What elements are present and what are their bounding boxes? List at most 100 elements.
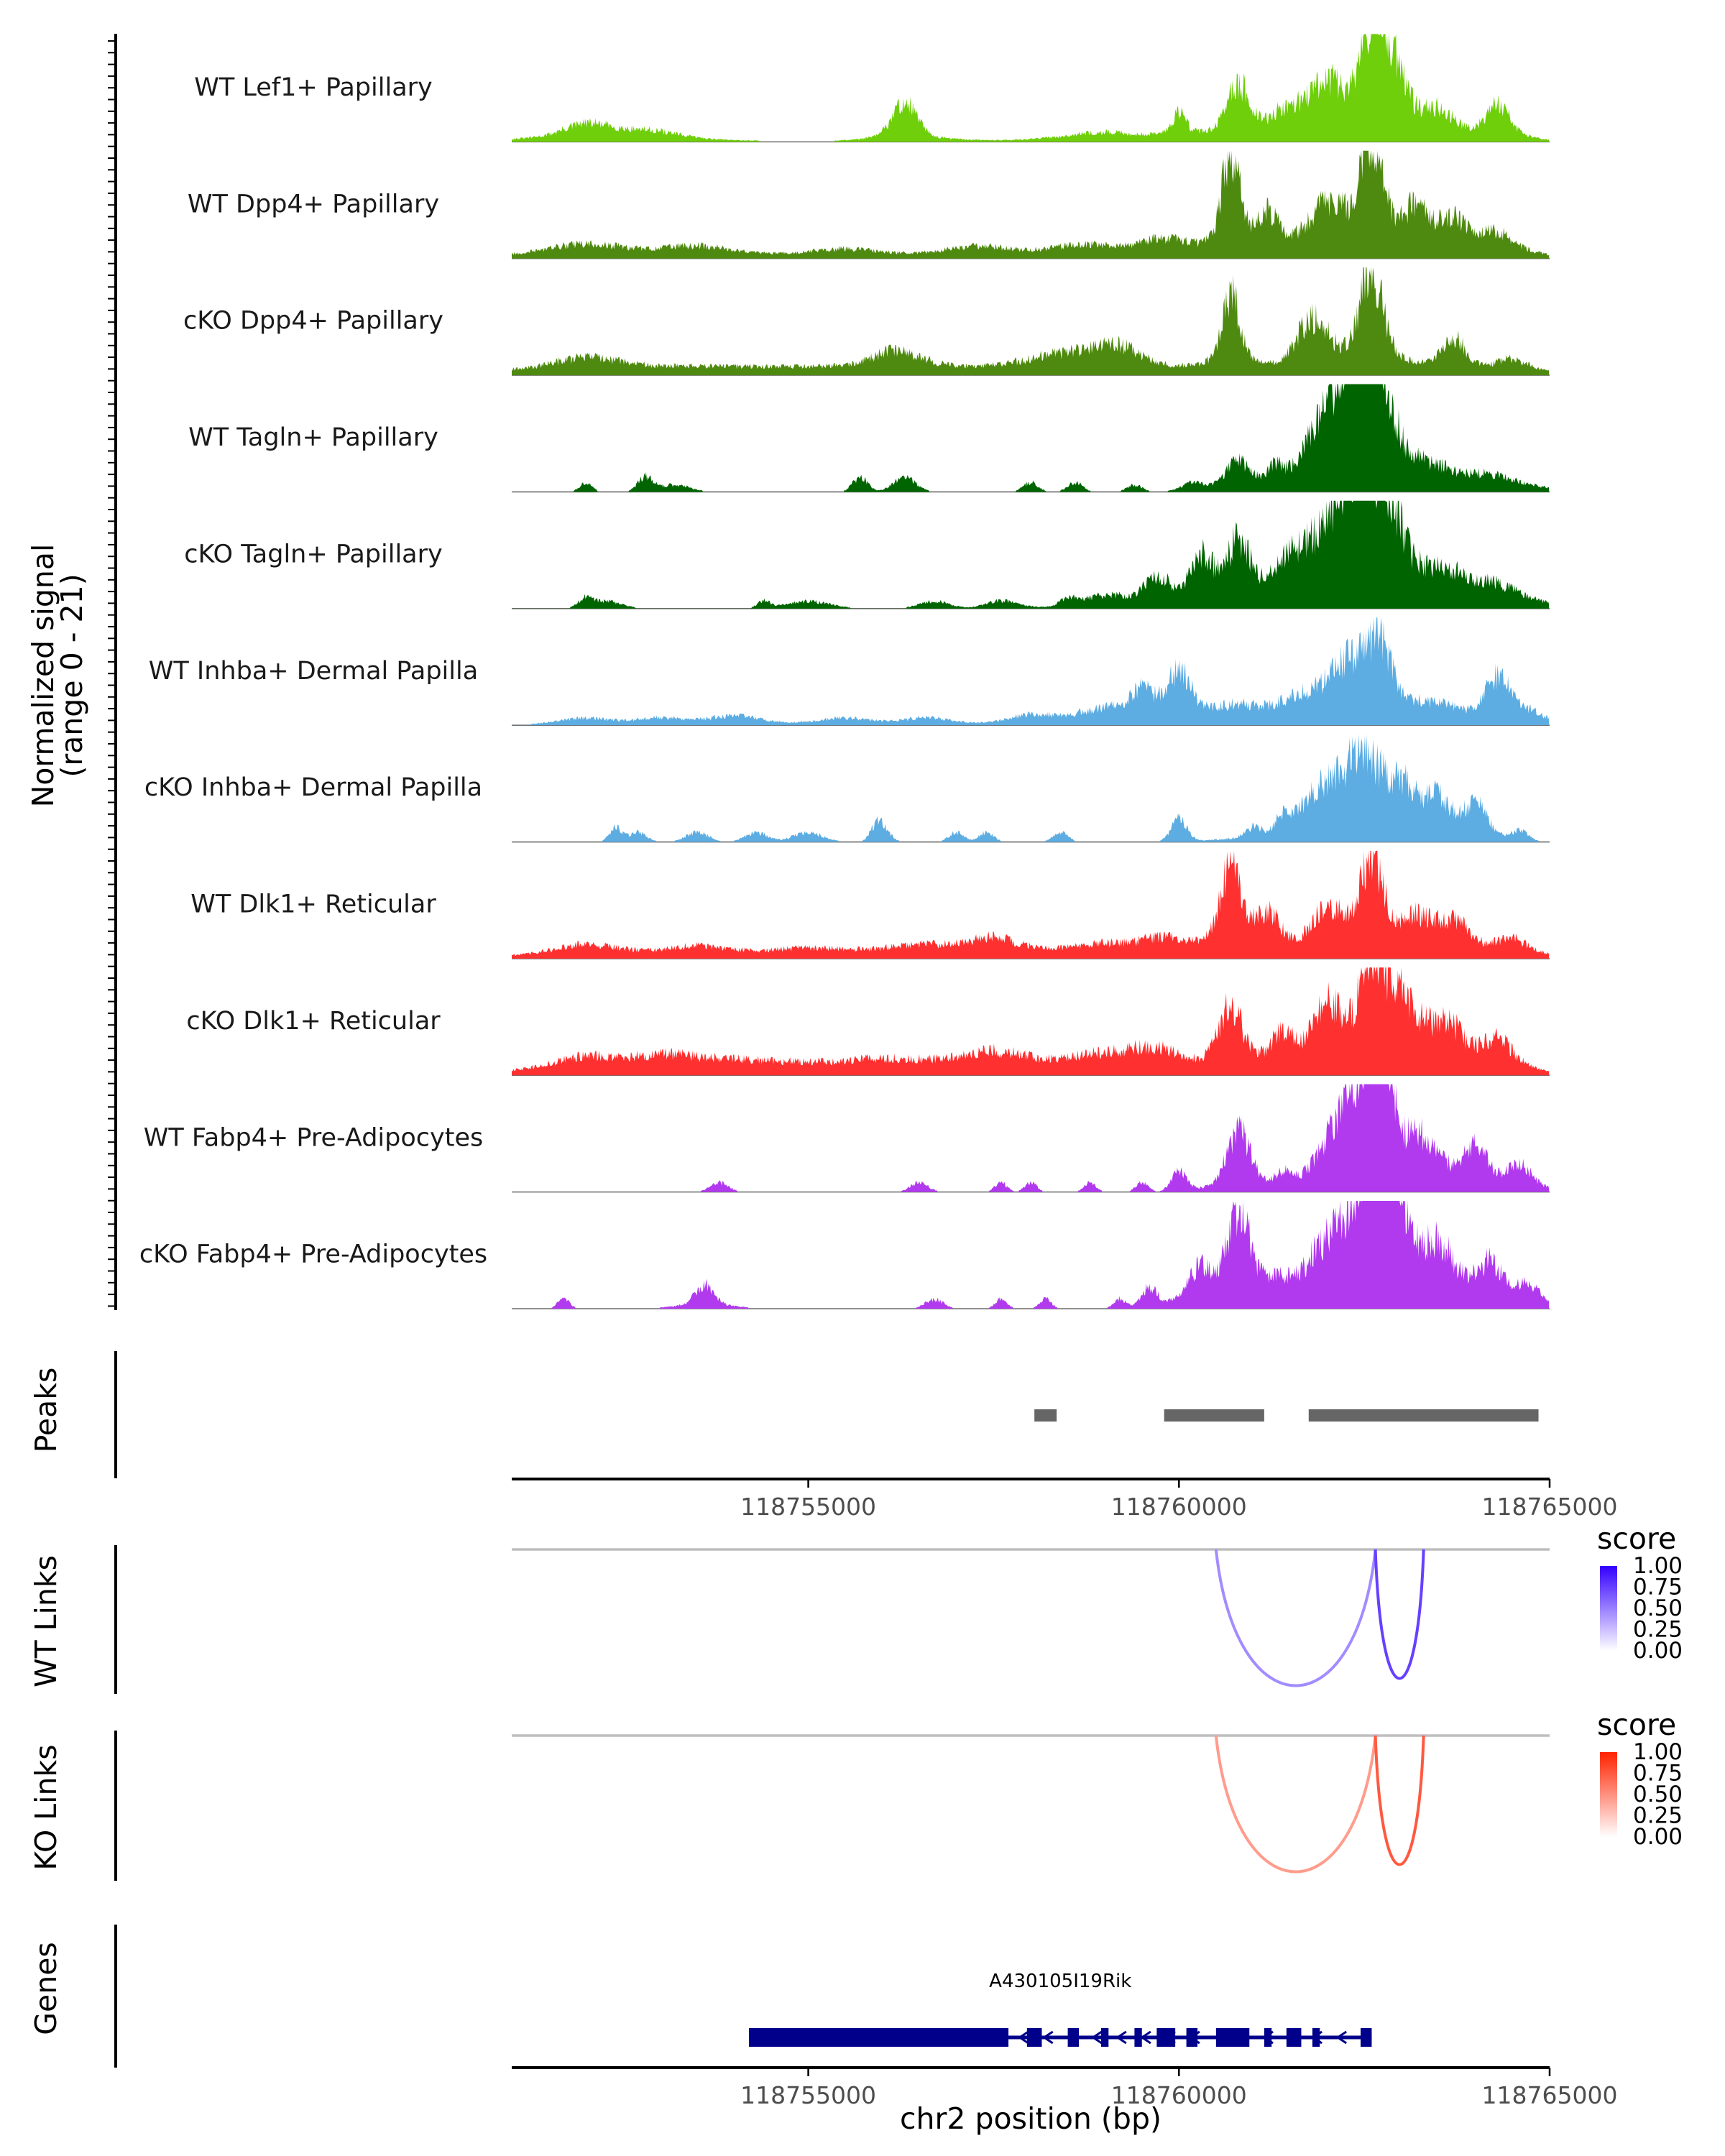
- coverage-track-label: cKO Inhba+ Dermal Papilla: [144, 773, 482, 802]
- x-axis-tick-label: 118760000: [1111, 1493, 1247, 1521]
- gene-exon: [1026, 2028, 1042, 2047]
- x-axis-tick-label: 118765000: [1482, 1493, 1618, 1521]
- legend-colorbar: [1600, 1752, 1617, 1837]
- peak-region: [1164, 1409, 1264, 1422]
- gene-strand-arrow: [1116, 2030, 1127, 2045]
- legend-colorbar: [1600, 1566, 1617, 1651]
- legend-tick-label: 0.00: [1633, 1824, 1683, 1850]
- coverage-track: cKO Inhba+ Dermal Papilla: [144, 734, 1550, 843]
- gene-exon: [1215, 2028, 1250, 2047]
- peak-region: [1308, 1409, 1539, 1422]
- gene-strand-arrow: [1067, 2030, 1078, 2045]
- gene-strand-arrow: [1189, 2030, 1200, 2045]
- wt-links-label: WT Links: [29, 1555, 63, 1687]
- coverage-track: cKO Tagln+ Papillary: [184, 500, 1550, 609]
- coverage-y-label-line2: (range 0 - 21): [55, 573, 89, 777]
- x-axis-tick-label: 118755000: [740, 1493, 876, 1521]
- gene-strand-arrow: [1335, 2030, 1348, 2045]
- peaks-track-label: Peaks: [29, 1368, 63, 1453]
- coverage-track-label: WT Fabp4+ Pre-Adipocytes: [144, 1123, 483, 1152]
- gene-strand-arrow: [1042, 2030, 1054, 2045]
- x-axis-title: chr2 position (bp): [900, 2101, 1162, 2136]
- coverage-track: WT Lef1+ Papillary: [194, 34, 1550, 143]
- legend-tick-label: 0.75: [1633, 1761, 1683, 1787]
- gene-exon: [1100, 2028, 1109, 2047]
- legend-title: score: [1597, 1521, 1676, 1556]
- x-axis-tick-label: 118760000: [1111, 2081, 1247, 2109]
- gene-exon: [749, 2028, 1009, 2047]
- gene-strand-arrow: [1140, 2030, 1151, 2045]
- link-arc: [1374, 1549, 1425, 1680]
- coverage-track-label: WT Dpp4+ Papillary: [188, 190, 439, 218]
- coverage-signal-area: [512, 500, 1550, 609]
- coverage-track: WT Dlk1+ Reticular: [190, 850, 1550, 959]
- legend-tick-label: 0.25: [1633, 1803, 1683, 1829]
- x-axis-tick-label: 118765000: [1482, 2081, 1618, 2109]
- legend-tick-label: 1.00: [1633, 1553, 1683, 1579]
- peak-region: [1034, 1409, 1057, 1422]
- gene-exon: [1360, 2028, 1372, 2047]
- coverage-signal-area: [512, 267, 1550, 376]
- coverage-track: WT Dpp4+ Papillary: [188, 150, 1550, 259]
- coverage-track: WT Fabp4+ Pre-Adipocytes: [144, 1084, 1550, 1193]
- coverage-track-label: WT Lef1+ Papillary: [194, 73, 433, 102]
- coverage-y-axis: [108, 34, 117, 1310]
- coverage-tracks: WT Lef1+ Papillary WT Dpp4+ Papillary cKO …: [139, 34, 1550, 1309]
- gene-strand-arrow: [1017, 2030, 1029, 2045]
- gene-exon: [1312, 2028, 1320, 2047]
- genes-track-label: Genes: [29, 1942, 63, 2035]
- coverage-track-label: cKO Tagln+ Papillary: [184, 540, 443, 568]
- coverage-track-label: cKO Fabp4+ Pre-Adipocytes: [139, 1240, 487, 1269]
- ko-links-label: KO Links: [29, 1744, 63, 1870]
- coverage-track-label: cKO Dlk1+ Reticular: [186, 1007, 441, 1036]
- gene-strand-arrow: [1238, 2030, 1249, 2045]
- coverage-track: WT Tagln+ Papillary: [188, 384, 1550, 493]
- link-arc: [1214, 1549, 1377, 1687]
- x-axis-peaks: 118755000 118760000 118765000: [512, 1478, 1618, 1521]
- coverage-signal-area: [512, 850, 1550, 959]
- coverage-signal-area: [512, 384, 1550, 492]
- link-arc: [1374, 1735, 1425, 1866]
- coverage-signal-area: [512, 1084, 1550, 1192]
- peaks-track: [114, 1351, 1539, 1478]
- coverage-track: cKO Dlk1+ Reticular: [186, 967, 1550, 1077]
- gene-strand-arrow: [1213, 2030, 1225, 2045]
- coverage-signal-area: [512, 34, 1550, 142]
- coverage-track: WT Inhba+ Dermal Papilla: [149, 617, 1550, 726]
- coverage-signal-area: [512, 1201, 1550, 1309]
- coverage-track: cKO Fabp4+ Pre-Adipocytes: [139, 1201, 1550, 1309]
- coverage-track: cKO Dpp4+ Papillary: [183, 267, 1550, 376]
- ko-links-track: [114, 1731, 1550, 1881]
- gene-strand-arrow: [1262, 2030, 1274, 2045]
- gene-exon: [1134, 2028, 1142, 2047]
- genes-track: A430105I19Rik: [114, 1925, 1372, 2068]
- coverage-track-label: WT Inhba+ Dermal Papilla: [149, 657, 478, 686]
- coverage-signal-area: [512, 734, 1550, 842]
- legend-tick-label: 0.50: [1633, 1595, 1683, 1621]
- legend-tick-label: 0.00: [1633, 1638, 1683, 1664]
- coverage-signal-area: [512, 967, 1550, 1076]
- legend-tick-label: 0.75: [1633, 1575, 1683, 1600]
- gene-name-label: A430105I19Rik: [989, 1971, 1131, 1992]
- legend-tick-label: 1.00: [1633, 1739, 1683, 1765]
- gene-strand-arrow: [1287, 2030, 1298, 2045]
- coverage-track-label: cKO Dpp4+ Papillary: [183, 307, 443, 336]
- gene-strand-arrow: [1091, 2030, 1103, 2045]
- x-axis-genes: 118755000 118760000 118765000: [512, 2066, 1618, 2109]
- coverage-signal-area: [512, 617, 1550, 726]
- x-axis-tick-label: 118755000: [740, 2081, 876, 2109]
- gene-strand-arrow: [1311, 2030, 1322, 2045]
- link-arc: [1214, 1735, 1377, 1874]
- coverage-track-label: WT Dlk1+ Reticular: [190, 890, 436, 919]
- gene-exon: [1264, 2028, 1272, 2047]
- coverage-track-label: WT Tagln+ Papillary: [188, 423, 438, 452]
- coverage-y-label-line1: Normalized signal: [26, 544, 60, 808]
- wt-links-track: [114, 1545, 1550, 1694]
- gene-strand-arrow: [1164, 2030, 1176, 2045]
- legend-tick-label: 0.50: [1633, 1782, 1683, 1807]
- legend-title: score: [1597, 1708, 1676, 1742]
- coverage-signal-area: [512, 150, 1550, 259]
